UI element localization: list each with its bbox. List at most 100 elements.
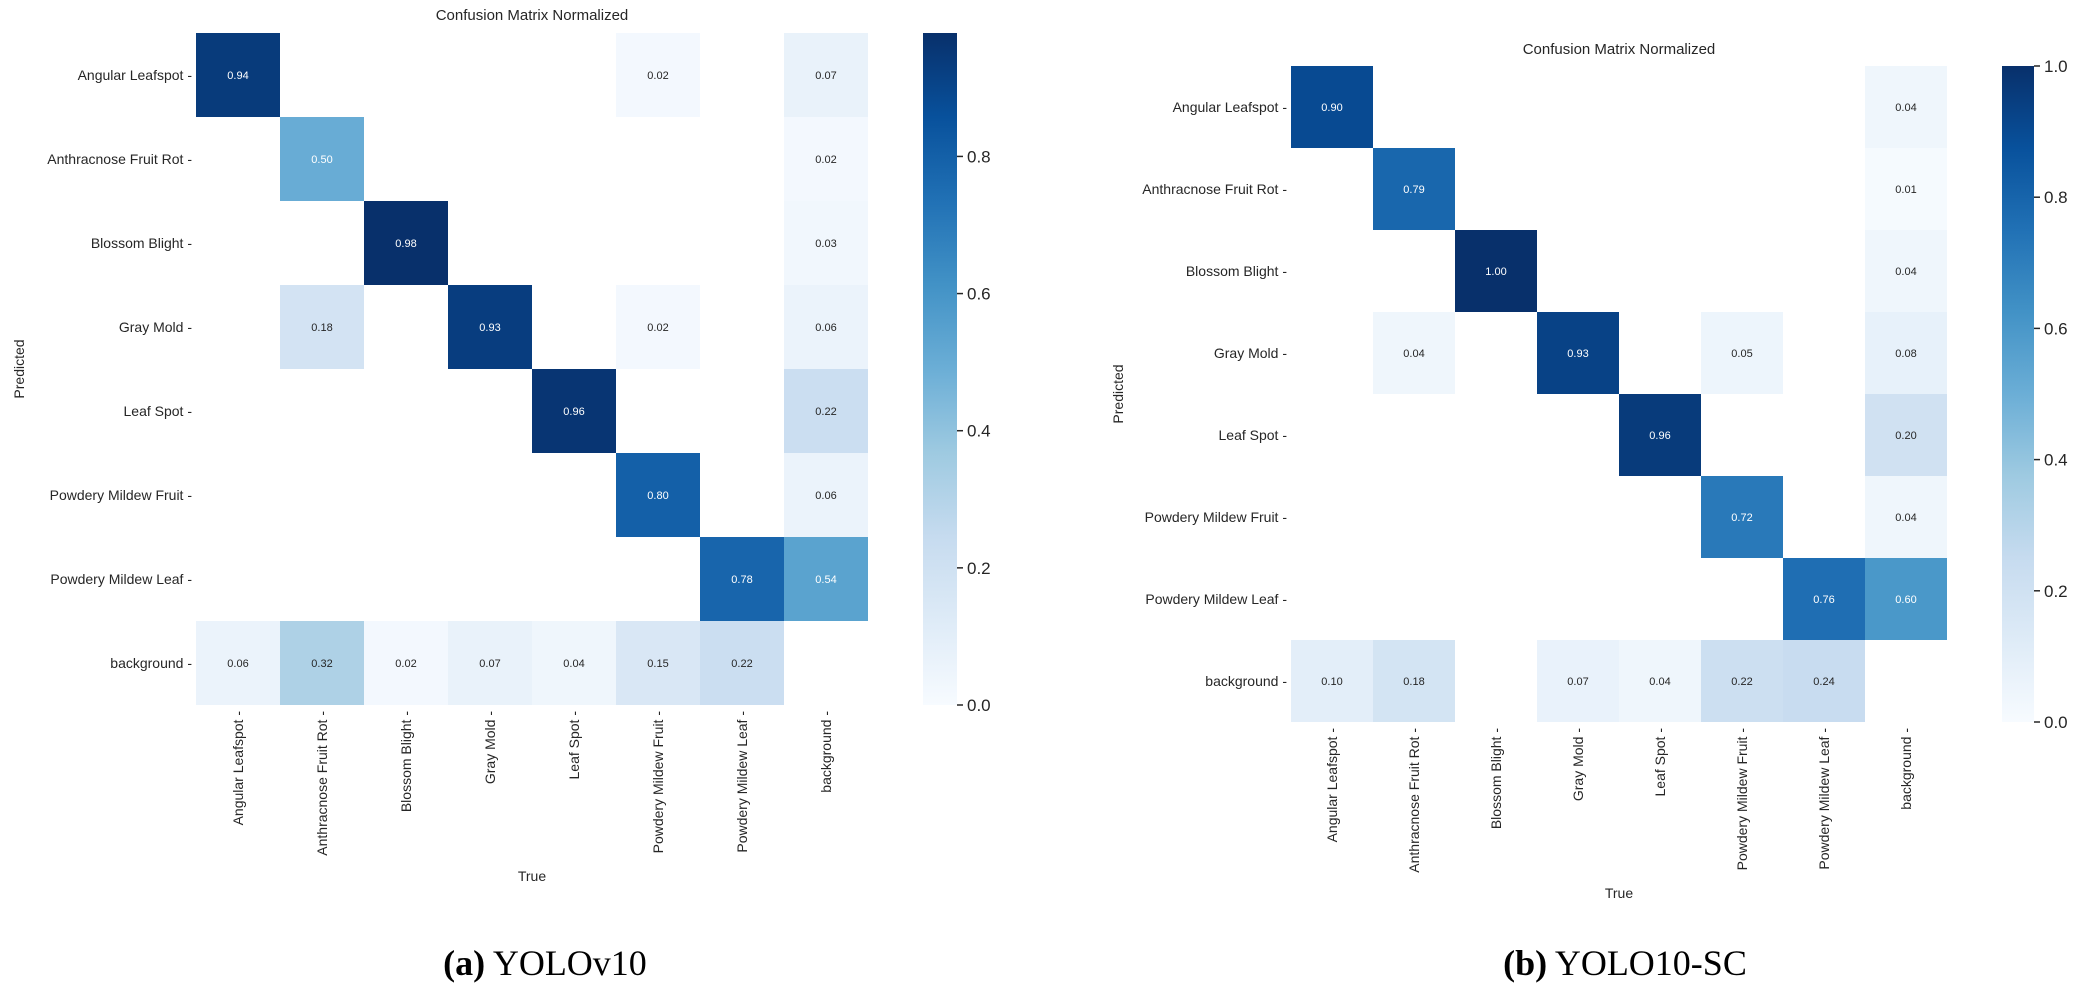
y-tick-label: Gray Mold - bbox=[1214, 345, 1287, 361]
heatmap-cell bbox=[784, 453, 868, 537]
cell-value-label: 0.15 bbox=[647, 658, 668, 670]
cell-value-label: 0.24 bbox=[1813, 676, 1834, 688]
y-tick-label: Powdery Mildew Leaf - bbox=[1145, 591, 1287, 607]
heatmap-cell bbox=[1865, 148, 1947, 230]
cell-value-label: 0.18 bbox=[1403, 676, 1424, 688]
y-tick-label: Blossom Blight - bbox=[1186, 263, 1287, 279]
colorbar-tick-label: 0.2 bbox=[967, 559, 991, 578]
heatmap-cell bbox=[280, 117, 364, 201]
confusion-matrix-panel-a: Confusion Matrix Normalized 0.94 0.02 0.07 0… bbox=[11, 7, 991, 983]
y-tick-label: background - bbox=[110, 655, 192, 671]
y-tick-label: background - bbox=[1205, 673, 1287, 689]
heatmap-cell bbox=[532, 621, 616, 705]
colorbar-tick-label: 0.6 bbox=[967, 285, 991, 304]
x-tick-label: Gray Mold - bbox=[482, 711, 498, 784]
cell-value-label: 0.04 bbox=[1895, 266, 1916, 278]
cell-value-label: 0.02 bbox=[647, 70, 668, 82]
cell-value-label: 0.04 bbox=[1895, 512, 1916, 524]
heatmap-cell bbox=[280, 285, 364, 369]
heatmap-cell bbox=[1865, 230, 1947, 312]
figure-caption: (a) YOLOv10 bbox=[443, 943, 647, 983]
heatmap-cell bbox=[700, 537, 784, 621]
cell-value-label: 0.01 bbox=[1895, 184, 1916, 196]
heatmap-cell bbox=[448, 285, 532, 369]
chart-title: Confusion Matrix Normalized bbox=[436, 7, 629, 24]
cell-value-label: 0.02 bbox=[647, 322, 668, 334]
cell-value-label: 0.90 bbox=[1321, 102, 1342, 114]
chart-title: Confusion Matrix Normalized bbox=[1523, 41, 1716, 58]
heatmap-cell bbox=[1783, 558, 1865, 640]
heatmap-cell bbox=[1865, 558, 1947, 640]
heatmap-cell bbox=[1619, 394, 1701, 476]
cell-value-label: 0.80 bbox=[647, 490, 668, 502]
cell-value-label: 0.72 bbox=[1731, 512, 1752, 524]
caption-letter: (b) bbox=[1503, 943, 1547, 983]
cell-value-label: 0.94 bbox=[227, 70, 248, 82]
x-tick-label: Anthracnose Fruit Rot - bbox=[1406, 728, 1422, 873]
heatmap-cell bbox=[1701, 640, 1783, 722]
cell-value-label: 0.50 bbox=[311, 154, 332, 166]
cell-value-label: 0.10 bbox=[1321, 676, 1342, 688]
x-tick-label: Leaf Spot - bbox=[566, 711, 582, 780]
heatmap-cell bbox=[1291, 66, 1373, 148]
cell-value-label: 0.08 bbox=[1895, 348, 1916, 360]
figure-caption: (b) YOLO10-SC bbox=[1503, 943, 1747, 983]
y-tick-label: Powdery Mildew Fruit - bbox=[50, 487, 193, 503]
cell-value-label: 0.20 bbox=[1895, 430, 1916, 442]
cell-value-label: 0.96 bbox=[563, 406, 584, 418]
heatmap-cell bbox=[1865, 476, 1947, 558]
y-axis-label: Predicted bbox=[1110, 364, 1126, 423]
heatmap-cell bbox=[1373, 640, 1455, 722]
heatmap-cell bbox=[1537, 312, 1619, 394]
cell-value-label: 0.18 bbox=[311, 322, 332, 334]
cell-value-label: 0.60 bbox=[1895, 594, 1916, 606]
heatmap-cell bbox=[784, 537, 868, 621]
x-tick-label: Angular Leafspot - bbox=[1324, 728, 1340, 843]
x-tick-label: Powdery Mildew Fruit - bbox=[1734, 728, 1750, 871]
cell-value-label: 0.02 bbox=[815, 154, 836, 166]
x-tick-label: background - bbox=[1898, 728, 1914, 810]
colorbar-tick-label: 0.4 bbox=[967, 422, 991, 441]
cell-value-label: 0.07 bbox=[479, 658, 500, 670]
colorbar-tick-label: 0.0 bbox=[2044, 713, 2068, 732]
cell-value-label: 1.00 bbox=[1485, 266, 1506, 278]
x-axis-label: True bbox=[518, 868, 546, 884]
colorbar-tick-label: 0.0 bbox=[967, 696, 991, 715]
colorbar-tick-label: 0.2 bbox=[2044, 582, 2068, 601]
heatmap-cell bbox=[196, 621, 280, 705]
y-axis-label: Predicted bbox=[11, 339, 27, 398]
x-axis-label: True bbox=[1605, 885, 1633, 901]
cell-value-label: 0.07 bbox=[815, 70, 836, 82]
cell-value-label: 0.22 bbox=[1731, 676, 1752, 688]
heatmap-cell bbox=[616, 33, 700, 117]
y-tick-label: Powdery Mildew Fruit - bbox=[1145, 509, 1288, 525]
cell-value-label: 0.93 bbox=[1567, 348, 1588, 360]
y-tick-label: Angular Leafspot - bbox=[78, 67, 193, 83]
colorbar-tick-label: 0.8 bbox=[2044, 188, 2068, 207]
heatmap-cell bbox=[1373, 148, 1455, 230]
heatmap-cell bbox=[364, 621, 448, 705]
y-tick-label: Leaf Spot - bbox=[124, 403, 193, 419]
caption-model-name: YOLOv10 bbox=[485, 943, 647, 983]
cell-value-label: 0.04 bbox=[1403, 348, 1424, 360]
heatmap-cell bbox=[1455, 230, 1537, 312]
heatmap-cell bbox=[532, 369, 616, 453]
heatmap-cell bbox=[616, 285, 700, 369]
y-tick-label: Gray Mold - bbox=[119, 319, 192, 335]
heatmap-cell bbox=[364, 201, 448, 285]
colorbar bbox=[923, 33, 957, 705]
y-tick-label: Leaf Spot - bbox=[1219, 427, 1288, 443]
heatmap-cell bbox=[616, 621, 700, 705]
y-tick-label: Angular Leafspot - bbox=[1173, 99, 1288, 115]
heatmap-cell bbox=[448, 621, 532, 705]
heatmap-cell bbox=[1291, 640, 1373, 722]
heatmap-cell bbox=[784, 285, 868, 369]
cell-value-label: 0.22 bbox=[731, 658, 752, 670]
heatmap-cell bbox=[1537, 640, 1619, 722]
cell-value-label: 0.02 bbox=[395, 658, 416, 670]
heatmap-cell bbox=[1783, 640, 1865, 722]
heatmap-cell bbox=[784, 33, 868, 117]
heatmap-cell bbox=[1701, 312, 1783, 394]
heatmap-cell bbox=[1865, 394, 1947, 476]
